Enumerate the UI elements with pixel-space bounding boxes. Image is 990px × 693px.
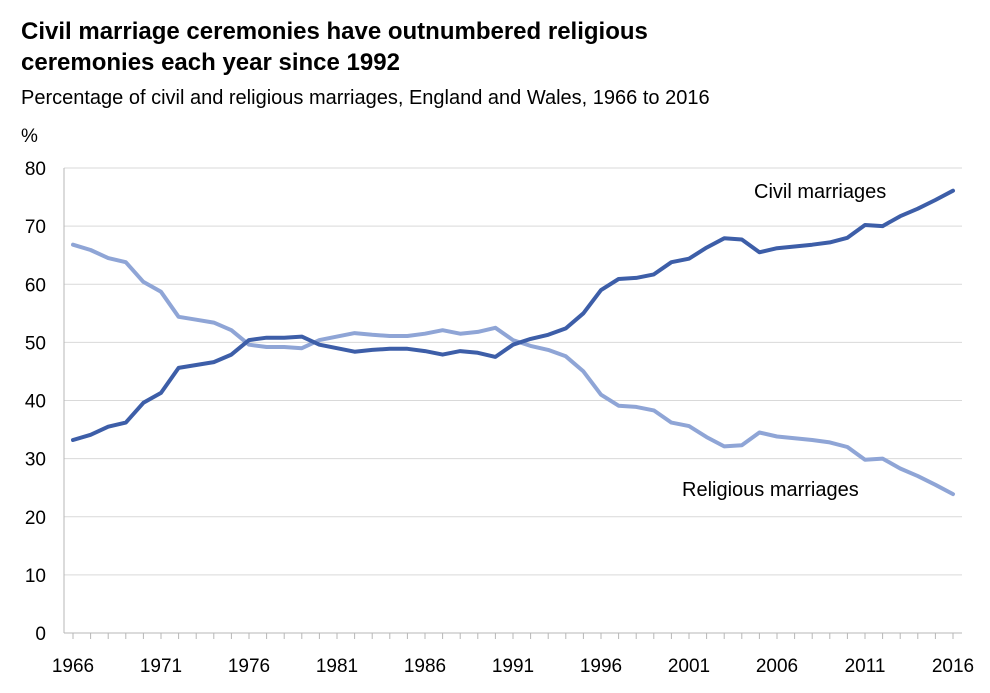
x-tick-label-1976: 1976 <box>228 656 270 677</box>
x-tick-label-2011: 2011 <box>845 656 886 677</box>
x-tick-label-1966: 1966 <box>52 656 94 677</box>
x-axis: 1966 1971 1976 1981 1986 1991 1996 2001 2006 2011… <box>52 633 974 677</box>
chart-title-line-1: Civil marriage ceremonies have outnumber… <box>21 18 648 45</box>
series-line-religious-marriages <box>71 242 955 497</box>
x-tick-label-1991: 1991 <box>492 656 534 677</box>
y-tick-label-0: 0 <box>35 624 46 645</box>
series-label-civil-marriages: Civil marriages <box>754 181 886 203</box>
x-tick-label-1981: 1981 <box>316 656 358 677</box>
x-tick-label-1971: 1971 <box>140 656 182 677</box>
y-tick-label-10: 10 <box>25 566 46 587</box>
chart-subtitle: Percentage of civil and religious marria… <box>21 87 710 109</box>
y-tick-label-20: 20 <box>25 508 46 529</box>
y-tick-label-60: 60 <box>25 275 46 296</box>
x-tick-label-2006: 2006 <box>756 656 798 677</box>
y-tick-label-70: 70 <box>25 217 46 238</box>
x-tick-label-2016: 2016 <box>932 656 974 677</box>
series-label-religious-marriages: Religious marriages <box>682 479 859 501</box>
gridlines <box>64 167 962 634</box>
y-tick-label-80: 80 <box>25 159 46 180</box>
y-tick-label-30: 30 <box>25 450 46 471</box>
chart-title: Civil marriage ceremonies have outnumber… <box>21 16 781 78</box>
y-tick-label-50: 50 <box>25 333 46 354</box>
chart-title-line-2: ceremonies each year since 1992 <box>21 49 400 76</box>
series-line-civil-marriages <box>71 188 955 442</box>
y-axis-unit-label: % <box>21 126 38 147</box>
x-tick-label-1996: 1996 <box>580 656 622 677</box>
y-tick-label-40: 40 <box>25 392 46 413</box>
x-tick-label-1986: 1986 <box>404 656 446 677</box>
series-lines <box>71 188 955 497</box>
y-axis: 0 10 20 30 40 50 60 70 80 <box>25 159 65 645</box>
x-tick-label-2001: 2001 <box>668 656 710 677</box>
